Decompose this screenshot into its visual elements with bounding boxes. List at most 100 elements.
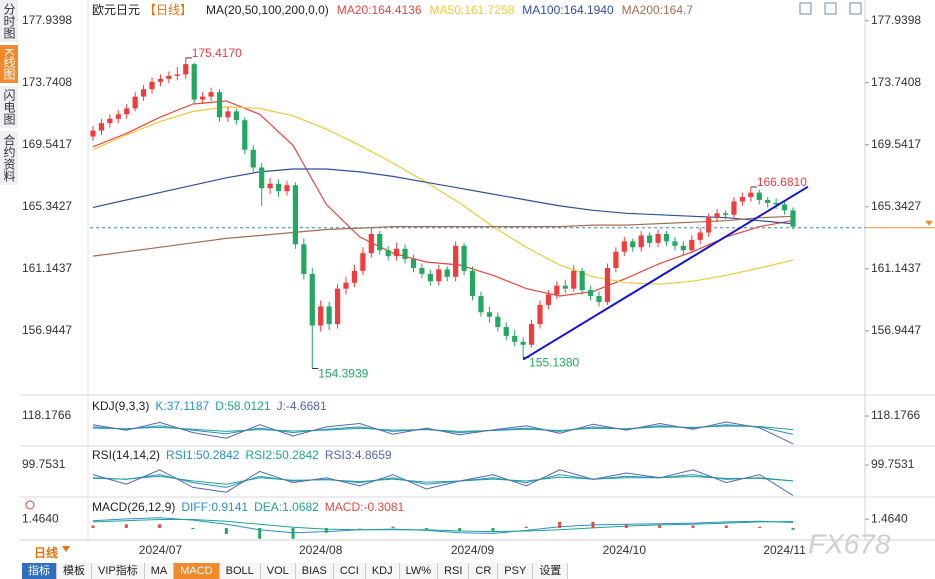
candle-body: [259, 167, 265, 189]
watermark: FX678: [808, 528, 891, 559]
candle-body: [216, 92, 223, 118]
macd-bar: [358, 527, 362, 529]
y-tick-label: 173.7408: [871, 75, 921, 89]
legend: KDJ(9,3,3) K:37.1187 D:58.0121 J:-4.6681: [92, 399, 327, 413]
side-tab[interactable]: 闪电图: [0, 86, 18, 129]
toolbar-item[interactable]: LW%: [399, 563, 439, 579]
candle-body: [495, 316, 501, 328]
macd-bar: [291, 527, 295, 539]
candle-body: [149, 81, 155, 90]
candle-body: [318, 306, 324, 326]
candle-body: [250, 149, 256, 168]
candle-body: [326, 306, 332, 325]
candle-body: [351, 270, 358, 283]
macd-bar: [724, 525, 728, 528]
candle-body: [453, 245, 459, 277]
candle-body: [394, 248, 400, 257]
macd-bar: [224, 527, 228, 534]
candle-body: [528, 324, 535, 345]
legend-entry: 欧元日元: [92, 3, 140, 17]
candle-body: [689, 239, 695, 251]
candle-body: [461, 245, 467, 271]
candle-body: [630, 241, 636, 248]
candle-body: [200, 96, 206, 100]
candle-body: [107, 118, 113, 124]
timeframe-arrow[interactable]: [62, 546, 70, 552]
side-tab[interactable]: 合约资料: [0, 131, 18, 186]
side-tab[interactable]: 分时图: [0, 0, 18, 42]
candle-body: [292, 185, 299, 245]
annotation-label: 166.6810: [757, 175, 807, 189]
toolbar-icon[interactable]: [799, 2, 812, 15]
macd-bar: [191, 527, 195, 530]
macd-bar: [758, 526, 762, 528]
ma-line: [92, 106, 794, 285]
toolbar-item[interactable]: PSY: [498, 563, 534, 579]
settings-icon[interactable]: [25, 500, 35, 510]
legend-entry: MA(20,50,100,200,0,0): [206, 3, 329, 17]
toolbar-item[interactable]: 指标: [22, 563, 57, 579]
toolbar-item[interactable]: BIAS: [295, 563, 334, 579]
ma-line: [92, 168, 794, 225]
candle-body: [183, 64, 189, 75]
candle-body: [208, 92, 214, 97]
candle-body: [478, 296, 484, 313]
toolbar-icon[interactable]: [824, 2, 837, 15]
indicator-line: [92, 469, 794, 496]
macd-bar: [391, 526, 395, 528]
y-tick-label: 156.9447: [22, 323, 72, 337]
toolbar-item[interactable]: MACD: [174, 563, 220, 579]
candle-body: [242, 120, 248, 150]
candle-body: [124, 108, 130, 115]
candle-body: [301, 244, 307, 274]
toolbar-item[interactable]: MA: [144, 563, 175, 579]
indicator-line: [92, 474, 794, 488]
candle-body: [655, 233, 661, 243]
indicator-line: [92, 519, 794, 533]
candle-body: [579, 270, 585, 291]
legend-entry: MA50:161.7258: [430, 3, 515, 17]
toolbar-item[interactable]: CCI: [333, 563, 366, 579]
macd-bar: [691, 525, 695, 528]
ma-line: [92, 100, 794, 297]
macd-bar: [124, 524, 128, 528]
y-tick-label: 161.1437: [871, 261, 921, 275]
annotation-label: 155.1380: [529, 356, 579, 370]
toolbar-item[interactable]: 设置: [533, 563, 569, 579]
toolbar-item[interactable]: 模板: [57, 563, 92, 579]
toolbar-item[interactable]: BOLL: [219, 563, 261, 579]
side-tab[interactable]: K线图: [0, 45, 18, 84]
legend-entry: MA20:164.4136: [337, 3, 422, 17]
candle-body: [233, 111, 239, 121]
legend-entry: RSI(14,14,2): [92, 448, 160, 462]
y-tick-label: 165.3427: [871, 199, 921, 213]
toolbar-item[interactable]: KDJ: [365, 563, 400, 579]
y-tick-label: 173.7408: [22, 75, 72, 89]
timeframe[interactable]: 日线: [34, 546, 59, 560]
candle-body: [334, 288, 341, 325]
candle-body: [275, 183, 282, 192]
toolbar-item[interactable]: VOL: [260, 563, 296, 579]
x-tick-label: 2024/09: [451, 543, 495, 557]
toolbar-item[interactable]: RSI: [438, 563, 470, 579]
candle-body: [765, 200, 771, 203]
macd-bar: [324, 527, 328, 533]
price-marker-arrow: [925, 220, 933, 226]
candle-body: [790, 210, 796, 227]
candle-body: [680, 245, 686, 251]
x-tick-label: 2024/07: [139, 543, 183, 557]
y-tick-label: 177.9398: [871, 13, 921, 27]
legend-entry: 【日线】: [144, 3, 192, 17]
toolbar-item[interactable]: VIP指标: [92, 563, 145, 579]
toolbar-icon[interactable]: [849, 2, 862, 15]
candle-body: [613, 251, 619, 268]
candle-body: [377, 233, 383, 251]
candle-body: [638, 235, 644, 248]
candle-body: [545, 294, 552, 305]
candle-body: [706, 217, 712, 233]
candle-body: [191, 64, 197, 100]
legend-entry: RSI3:4.8659: [325, 448, 392, 462]
candle-body: [436, 269, 442, 282]
toolbar-item[interactable]: CR: [469, 563, 499, 579]
